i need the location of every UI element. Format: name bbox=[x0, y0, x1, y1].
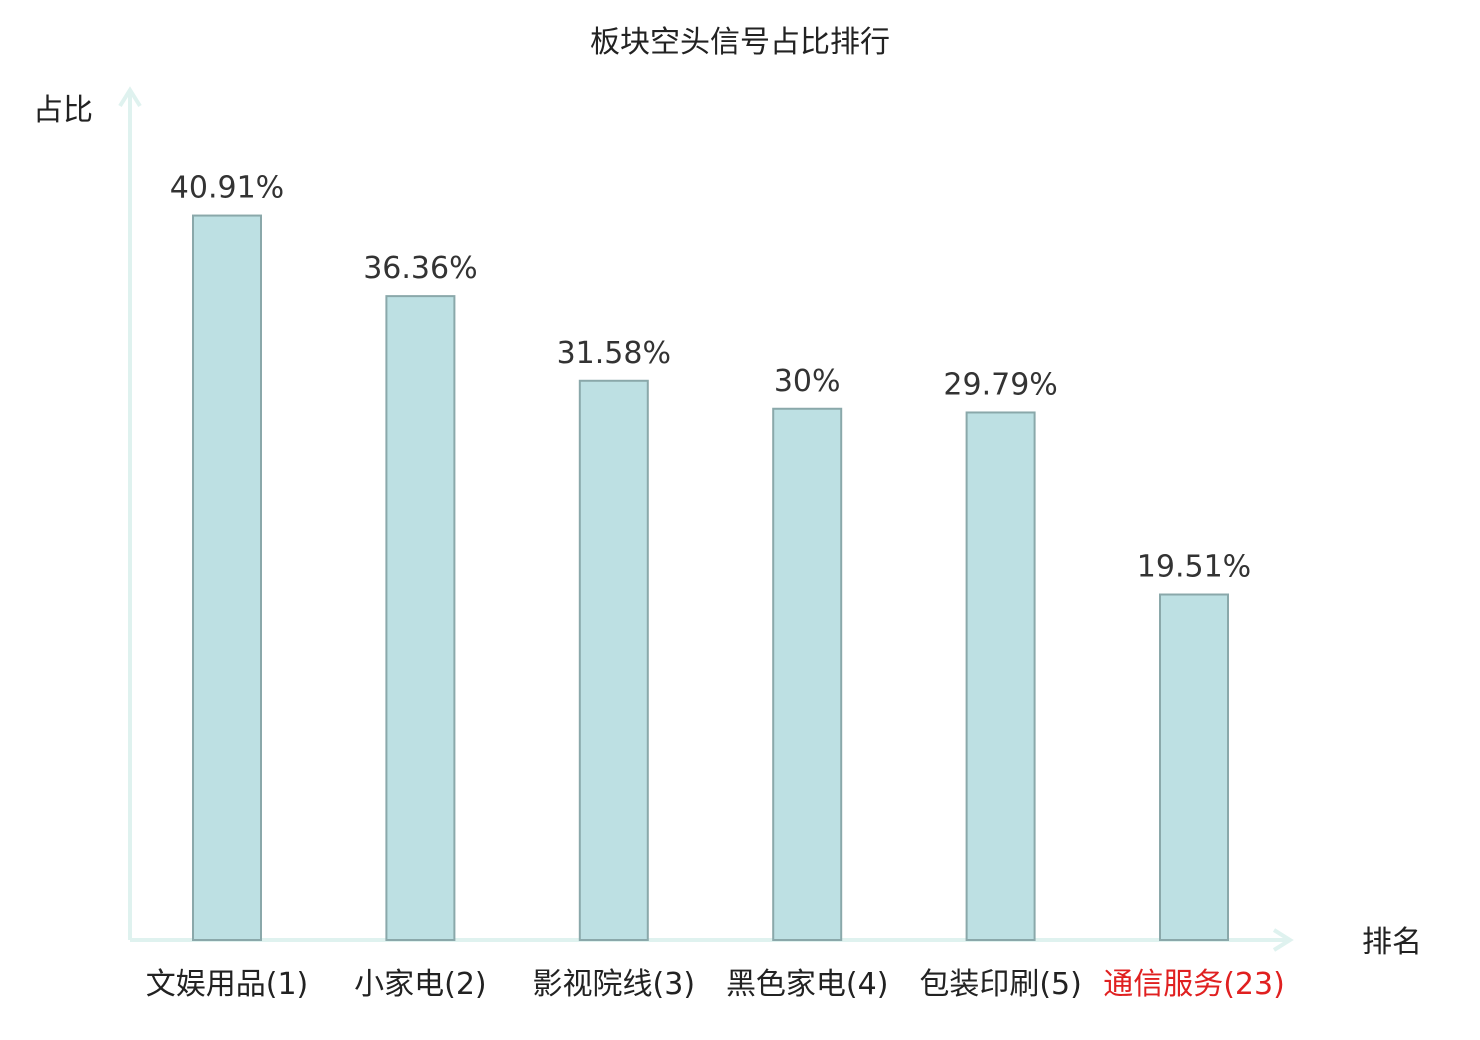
bar bbox=[772, 407, 843, 941]
category-label: 黑色家电(4) bbox=[726, 967, 889, 1002]
category-label: 小家电(2) bbox=[354, 967, 487, 1002]
chart-title: 板块空头信号占比排行 bbox=[590, 25, 890, 60]
bar-value-label: 19.51% bbox=[1137, 550, 1251, 585]
bar bbox=[1159, 593, 1229, 942]
bar bbox=[965, 411, 1036, 941]
category-label: 影视院线(3) bbox=[533, 967, 696, 1002]
bar-value-label: 40.91% bbox=[170, 171, 284, 206]
x-axis-arrow bbox=[1272, 928, 1294, 952]
bar-value-label: 36.36% bbox=[363, 251, 477, 286]
category-label: 通信服务(23) bbox=[1103, 967, 1285, 1002]
x-axis-label: 排名 bbox=[1362, 925, 1422, 960]
bar bbox=[578, 379, 649, 942]
bar-value-label: 30% bbox=[774, 364, 841, 399]
category-label: 文娱用品(1) bbox=[146, 967, 309, 1002]
y-axis-label: 占比 bbox=[33, 93, 93, 128]
axes bbox=[118, 86, 1294, 952]
bars-group bbox=[192, 214, 1229, 942]
category-label: 包装印刷(5) bbox=[919, 967, 1082, 1002]
category-labels-group: 文娱用品(1) 小家电(2) 影视院线(3) 黑色家电(4) 包装印刷(5) 通信服务(2… bbox=[146, 967, 1285, 1002]
bar bbox=[192, 214, 262, 942]
y-axis-arrow bbox=[118, 86, 142, 108]
bar-value-label: 31.58% bbox=[557, 336, 671, 371]
bar-value-label: 29.79% bbox=[943, 367, 1057, 402]
value-labels-group: 40.91% 36.36% 31.58% 30% 29.79% 19.51% bbox=[170, 171, 1251, 585]
bar bbox=[385, 295, 456, 941]
